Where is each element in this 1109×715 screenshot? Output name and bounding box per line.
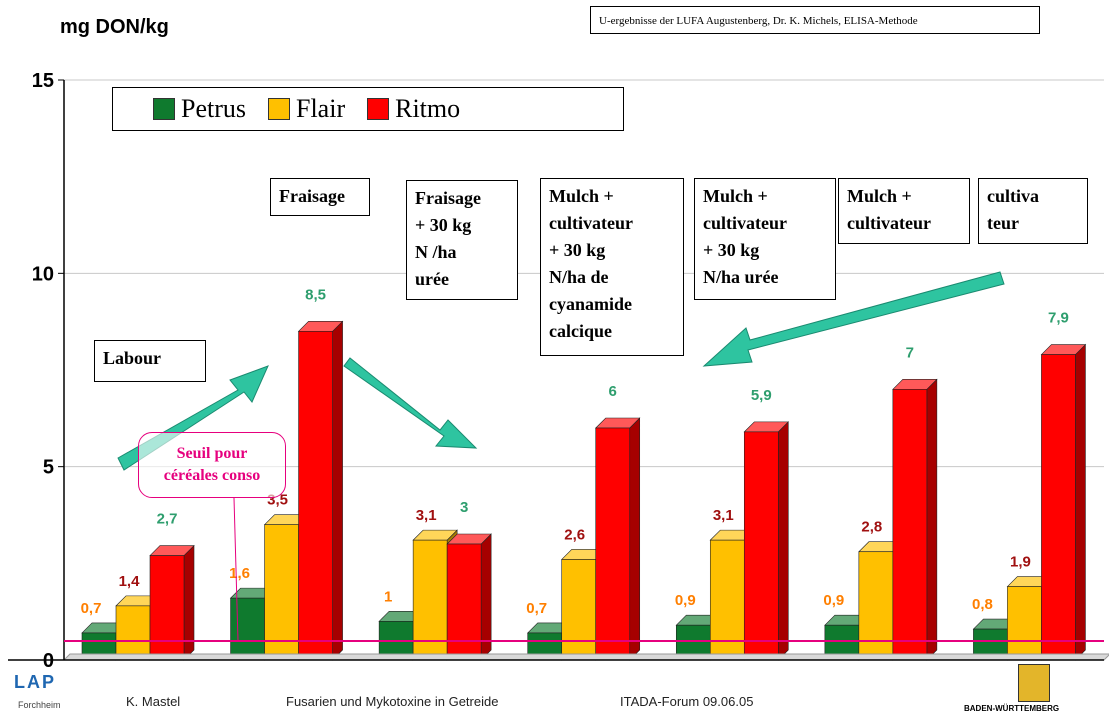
chart-floor <box>62 653 1109 661</box>
data-label: 8,5 <box>305 286 326 303</box>
bar-ritmo <box>298 331 333 661</box>
data-label: 1,4 <box>119 573 141 590</box>
annotation-fraisage: Fraisage <box>270 178 370 216</box>
bar-petrus <box>230 597 265 661</box>
data-label: 0,7 <box>526 600 547 617</box>
bar-flair <box>561 559 597 661</box>
legend-label: Flair <box>296 94 346 123</box>
data-label: 6 <box>609 383 617 400</box>
data-label: 2,6 <box>564 526 585 543</box>
data-label: 7 <box>906 344 914 361</box>
data-label: 1 <box>384 588 392 605</box>
footer: K. Mastel Fusarien und Mykotoxine in Get… <box>0 680 1109 715</box>
footer-title: Fusarien und Mykotoxine in Getreide <box>286 694 499 709</box>
legend-item-petrus: Petrus <box>153 94 246 124</box>
data-label: 0,9 <box>675 592 696 609</box>
annotation-mulch: Mulch + cultivateur <box>838 178 970 244</box>
y-tick-label: 0 <box>43 650 54 672</box>
bar-ritmo <box>743 431 779 661</box>
annotation-cultivateur: cultiva teur <box>978 178 1088 244</box>
bar-ritmo <box>446 543 482 661</box>
bar-side <box>183 544 195 661</box>
annotation-mulch-cyanamide: Mulch + cultivateur + 30 kg N/ha de cyan… <box>540 178 684 356</box>
legend-item-flair: Flair <box>268 94 345 124</box>
callout-pointer <box>233 497 239 642</box>
bar-side <box>1075 343 1086 661</box>
annotation-mulch-30kg: Mulch + cultivateur + 30 kg N/ha urée <box>694 178 836 300</box>
lap-logo: LAP <box>14 672 56 692</box>
data-label: 0,8 <box>972 596 993 613</box>
arrow-down-right <box>343 357 478 449</box>
bar-flair <box>1007 586 1042 661</box>
y-tick-label: 5 <box>43 457 54 479</box>
annotation-fraisage-30kg: Fraisage + 30 kg N /ha urée <box>406 180 518 300</box>
footer-event: ITADA-Forum 09.06.05 <box>620 694 754 709</box>
data-label: 2,8 <box>861 519 882 536</box>
footer-author: K. Mastel <box>126 694 181 709</box>
bar-flair <box>858 551 894 661</box>
bar-side <box>777 421 789 661</box>
bar-ritmo <box>1041 354 1076 661</box>
annotation-labour: Labour <box>94 340 206 382</box>
legend-item-ritmo: Ritmo <box>367 94 460 124</box>
data-label: 3 <box>460 499 468 516</box>
bars <box>81 320 1087 661</box>
y-tick-label: 10 <box>32 263 54 285</box>
lap-logo-subtitle: Forchheim <box>18 700 61 710</box>
data-label: 0,7 <box>81 600 102 617</box>
data-label: 0,9 <box>823 592 844 609</box>
source-note: U-ergebnisse der LUFA Augustenberg, Dr. … <box>590 6 1040 34</box>
bar-flair <box>709 539 745 661</box>
y-tick-label: 15 <box>32 70 54 92</box>
legend-label: Ritmo <box>395 94 461 123</box>
data-label: 1,9 <box>1010 554 1031 571</box>
legend-label: Petrus <box>181 94 246 123</box>
data-label: 3,1 <box>713 507 734 524</box>
data-label: 3,1 <box>416 507 437 524</box>
legend-swatch <box>268 98 290 120</box>
bar-side <box>629 417 641 661</box>
legend-swatch <box>367 98 390 120</box>
bar-flair <box>264 524 299 661</box>
data-label: 1,6 <box>229 565 250 582</box>
legend: Petrus Flair Ritmo <box>112 87 624 131</box>
data-label: 7,9 <box>1048 310 1069 327</box>
bar-ritmo <box>892 389 928 661</box>
data-label: 2,7 <box>157 511 178 528</box>
y-axis-label: mg DON/kg <box>60 16 169 38</box>
bar-flair <box>115 605 151 661</box>
threshold-callout: Seuil pour céréales conso <box>138 432 286 498</box>
bar-flair <box>412 539 448 661</box>
data-labels: 0,71,42,71,63,58,513,1 30,72,660,93,15,90… <box>81 286 1069 617</box>
axis: 0 5 10 15 <box>8 70 1109 672</box>
bar-side <box>926 378 938 661</box>
coat-of-arms-icon <box>1018 664 1050 702</box>
bar-ritmo <box>149 555 185 661</box>
bar-ritmo <box>595 427 631 661</box>
legend-swatch <box>153 98 175 120</box>
arrow-left <box>702 271 1005 367</box>
data-label: 5,9 <box>751 387 772 404</box>
crest-caption: BADEN-WÜRTTEMBERG <box>964 704 1060 713</box>
bar-side <box>332 320 343 661</box>
